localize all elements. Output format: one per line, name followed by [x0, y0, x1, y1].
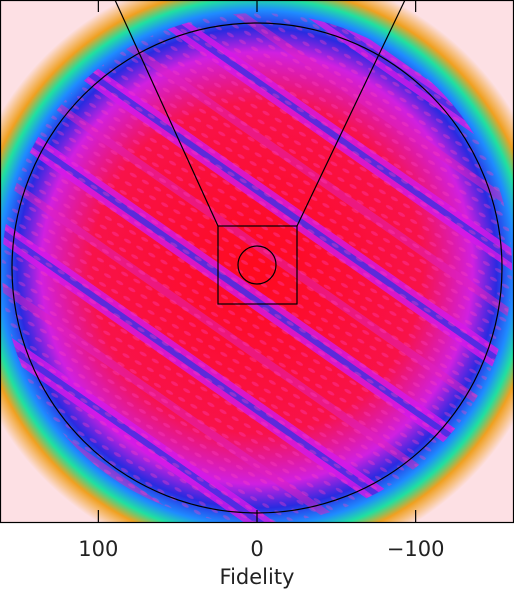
chart: Fidelity 100 0 −100: [0, 0, 514, 589]
x-tick-label: 100: [78, 537, 118, 561]
heatmap: [0, 0, 514, 523]
x-tick-label: −100: [387, 537, 445, 561]
x-tick-label: 0: [250, 537, 263, 561]
x-axis-label: Fidelity: [220, 565, 295, 589]
